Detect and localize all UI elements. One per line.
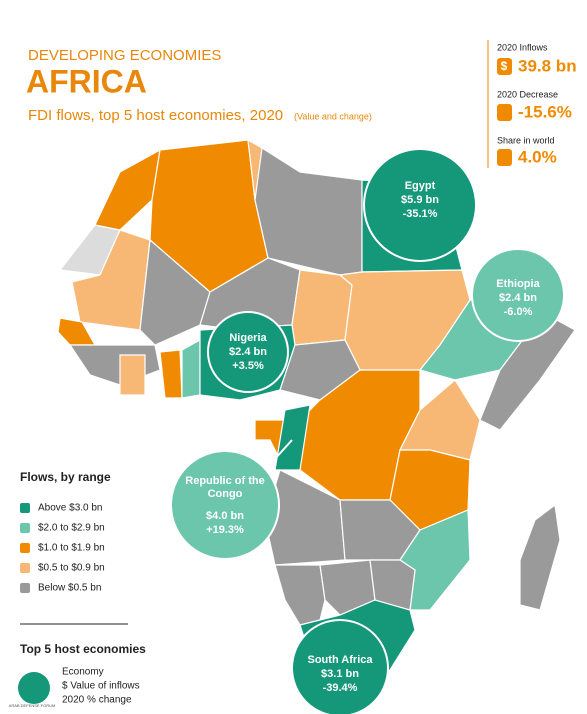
stat-label: Share in world bbox=[497, 135, 555, 145]
callout-circle bbox=[291, 619, 389, 714]
key-circle bbox=[18, 672, 50, 704]
region bbox=[68, 344, 161, 386]
legend-label: Below $0.5 bn bbox=[38, 583, 101, 594]
stat-value: -15.6% bbox=[518, 102, 572, 121]
stat-value: 4.0% bbox=[518, 147, 557, 166]
stat-icon bbox=[497, 104, 512, 121]
callout-change: -39.4% bbox=[323, 682, 358, 694]
key-line: Economy bbox=[62, 667, 104, 678]
callout-leader bbox=[264, 439, 293, 471]
kicker: DEVELOPING ECONOMIES bbox=[28, 47, 221, 64]
region bbox=[119, 354, 146, 396]
legend-swatch bbox=[20, 543, 30, 553]
stat-icon-glyph: $ bbox=[501, 59, 508, 73]
stat-label: 2020 Inflows bbox=[497, 42, 548, 52]
stat-icon bbox=[497, 58, 512, 75]
callout-economy: Ethiopia bbox=[496, 278, 540, 290]
callout-circle bbox=[170, 450, 280, 560]
region bbox=[519, 503, 561, 611]
key-title: Top 5 host economies bbox=[20, 642, 146, 656]
callout-egypt: Egypt $5.9 bn -35.1% bbox=[363, 148, 477, 262]
callout-change: +19.3% bbox=[206, 524, 244, 536]
legend-label: $1.0 to $1.9 bn bbox=[38, 543, 105, 554]
callout-change: -35.1% bbox=[403, 208, 438, 220]
callout-circle bbox=[363, 148, 477, 262]
subtitle: FDI flows, top 5 host economies, 2020 bbox=[28, 107, 283, 124]
stat-value: 39.8 bn bbox=[518, 56, 577, 75]
callout-south-africa: South Africa $3.1 bn -39.4% bbox=[291, 619, 389, 714]
callout-value: $2.4 bn bbox=[229, 346, 267, 358]
stat-label: 2020 Decrease bbox=[497, 89, 558, 99]
legend-title: Flows, by range bbox=[20, 470, 111, 484]
region bbox=[274, 404, 311, 471]
key-line: 2020 % change bbox=[62, 695, 132, 706]
callout-value: $3.1 bn bbox=[321, 668, 359, 680]
region bbox=[254, 146, 363, 276]
legend-swatch bbox=[20, 503, 30, 513]
legend-label: $2.0 to $2.9 bn bbox=[38, 523, 105, 534]
legend-label: Above $3.0 bn bbox=[38, 503, 103, 514]
region bbox=[139, 238, 211, 346]
callout-economy: Egypt bbox=[405, 180, 436, 192]
region bbox=[274, 564, 326, 626]
callout-value: $5.9 bn bbox=[401, 194, 439, 206]
callout-change: -6.0% bbox=[504, 306, 533, 318]
region bbox=[159, 349, 183, 399]
region bbox=[94, 148, 161, 231]
callout-value: $4.0 bn bbox=[206, 510, 244, 522]
legend-swatch bbox=[20, 563, 30, 573]
callout-ethiopia: Ethiopia $2.4 bn -6.0% bbox=[471, 248, 565, 342]
callout-circle bbox=[207, 311, 289, 393]
callout-congo: Republic of the Congo $4.0 bn +19.3% bbox=[170, 439, 293, 560]
callout-nigeria: Nigeria $2.4 bn +3.5% bbox=[207, 311, 289, 393]
region bbox=[291, 269, 353, 346]
watermark: ARAB DEFENSE FORUM bbox=[9, 703, 56, 708]
region bbox=[181, 338, 201, 399]
africa-map bbox=[57, 138, 576, 691]
title: AFRICA bbox=[26, 63, 147, 99]
legend-swatch bbox=[20, 523, 30, 533]
callout-circle bbox=[471, 248, 565, 342]
key-line: $ Value of inflows bbox=[62, 681, 140, 692]
subtitle-note: (Value and change) bbox=[294, 111, 372, 121]
callout-economy: Republic of the Congo bbox=[185, 475, 265, 500]
callout-economy-box: Republic of the Congo bbox=[185, 475, 265, 500]
stat-icon bbox=[497, 149, 512, 166]
legend-swatch bbox=[20, 583, 30, 593]
callout-economy: Nigeria bbox=[229, 332, 267, 344]
callout-economy: South Africa bbox=[308, 654, 374, 666]
callout-value: $2.4 bn bbox=[499, 292, 537, 304]
legend-label: $0.5 to $0.9 bn bbox=[38, 563, 105, 574]
legend: Flows, by range Above $3.0 bn $2.0 to $2.… bbox=[20, 470, 111, 594]
callout-change: +3.5% bbox=[232, 360, 264, 372]
